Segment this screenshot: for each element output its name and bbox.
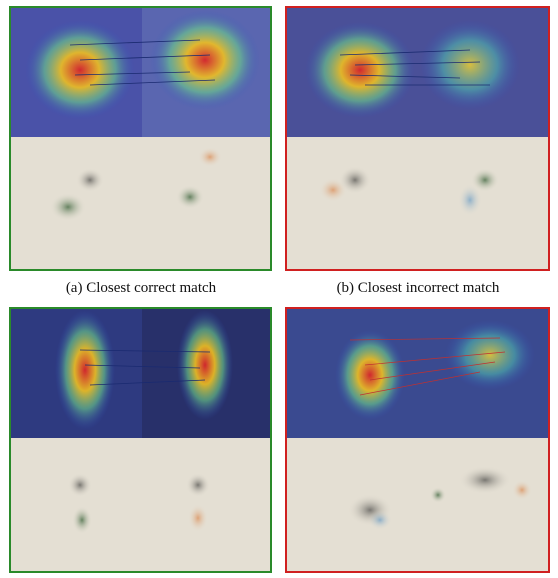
heat-blob bbox=[445, 320, 535, 390]
heat-blob bbox=[420, 20, 520, 110]
smudge bbox=[188, 504, 208, 532]
smudge bbox=[68, 473, 92, 497]
panel-border bbox=[9, 307, 272, 573]
heat-blob bbox=[177, 310, 233, 420]
match-lines bbox=[339, 49, 490, 86]
panel-c bbox=[9, 307, 272, 573]
smudge bbox=[72, 506, 92, 534]
smudge bbox=[512, 480, 532, 500]
heat-blob bbox=[55, 310, 115, 430]
smudge bbox=[459, 466, 511, 494]
heat-blob bbox=[150, 10, 260, 110]
panel-border bbox=[285, 6, 550, 271]
keypoint-map bbox=[10, 438, 271, 572]
keypoint-map bbox=[10, 137, 271, 270]
smudge bbox=[430, 487, 446, 503]
panel-border bbox=[285, 307, 550, 573]
match-lines bbox=[69, 39, 216, 86]
heat-blob bbox=[305, 22, 415, 118]
panel-b bbox=[285, 6, 550, 271]
smudge bbox=[368, 510, 392, 530]
keypoint-map bbox=[286, 137, 549, 270]
smudge bbox=[186, 473, 210, 497]
panel-border bbox=[9, 6, 272, 271]
smudge bbox=[50, 193, 86, 221]
panel-a bbox=[9, 6, 272, 271]
smudge bbox=[471, 168, 499, 192]
smudge bbox=[458, 184, 482, 216]
caption: (a) Closest correct match bbox=[66, 280, 217, 296]
smudge bbox=[176, 185, 204, 209]
caption: (b) Closest incorrect match bbox=[337, 280, 500, 296]
panel-d bbox=[285, 307, 550, 573]
smudge bbox=[339, 166, 371, 194]
match-lines bbox=[79, 349, 211, 386]
smudge bbox=[198, 147, 222, 167]
match-lines bbox=[349, 337, 506, 396]
heat-blob bbox=[335, 330, 405, 420]
heat-blob bbox=[25, 20, 135, 120]
smudge bbox=[76, 168, 104, 192]
keypoint-map bbox=[286, 438, 549, 572]
